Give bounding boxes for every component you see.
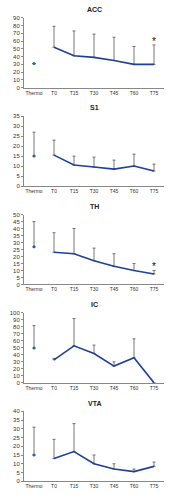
svg-text:T45: T45	[110, 483, 119, 489]
svg-text:ACC: ACC	[87, 6, 102, 13]
svg-text:35: 35	[13, 417, 20, 423]
svg-text:T75: T75	[150, 385, 159, 391]
svg-text:T60: T60	[130, 188, 139, 194]
svg-text:Thermo: Thermo	[25, 286, 42, 292]
svg-text:T0: T0	[51, 385, 57, 391]
svg-text:T30: T30	[90, 385, 99, 391]
svg-text:40: 40	[13, 226, 20, 232]
svg-text:70: 70	[13, 30, 20, 36]
svg-text:0: 0	[16, 183, 20, 189]
svg-text:T60: T60	[130, 385, 139, 391]
svg-text:30: 30	[13, 61, 20, 67]
svg-text:T15: T15	[70, 90, 79, 96]
svg-text:0: 0	[16, 478, 20, 484]
svg-text:80: 80	[13, 324, 20, 330]
svg-text:60: 60	[13, 338, 20, 344]
svg-text:T45: T45	[110, 286, 119, 292]
svg-text:T75: T75	[150, 286, 159, 292]
svg-text:30: 30	[13, 359, 20, 365]
svg-text:30: 30	[13, 240, 20, 246]
svg-text:50: 50	[13, 46, 20, 52]
svg-text:IC: IC	[91, 301, 98, 308]
svg-text:40: 40	[13, 408, 20, 414]
svg-text:10: 10	[13, 461, 20, 467]
svg-text:T30: T30	[90, 286, 99, 292]
svg-text:T75: T75	[150, 483, 159, 489]
svg-text:T0: T0	[51, 90, 57, 96]
svg-text:Thermo: Thermo	[25, 385, 42, 391]
svg-text:S1: S1	[90, 104, 99, 111]
svg-text:45: 45	[13, 219, 20, 225]
svg-text:15: 15	[13, 261, 20, 267]
svg-text:T30: T30	[90, 188, 99, 194]
svg-text:70: 70	[13, 331, 20, 337]
svg-text:*: *	[152, 36, 156, 47]
svg-text:T30: T30	[90, 90, 99, 96]
svg-text:Thermo: Thermo	[25, 188, 42, 194]
svg-text:T0: T0	[51, 483, 57, 489]
svg-text:T45: T45	[110, 188, 119, 194]
svg-text:40: 40	[13, 54, 20, 60]
svg-text:20: 20	[13, 143, 20, 149]
svg-text:60: 60	[13, 38, 20, 44]
svg-text:T15: T15	[70, 483, 79, 489]
svg-text:5: 5	[16, 470, 20, 476]
svg-text:30: 30	[13, 426, 20, 432]
svg-text:T0: T0	[51, 188, 57, 194]
svg-text:35: 35	[13, 233, 20, 239]
svg-text:*: *	[152, 261, 156, 272]
svg-text:100: 100	[10, 310, 21, 316]
svg-text:Thermo: Thermo	[25, 90, 42, 96]
svg-text:40: 40	[13, 352, 20, 358]
svg-text:T75: T75	[150, 188, 159, 194]
svg-text:90: 90	[13, 317, 20, 323]
svg-text:20: 20	[13, 254, 20, 260]
svg-text:T60: T60	[130, 90, 139, 96]
svg-text:10: 10	[13, 373, 20, 379]
svg-text:VTA: VTA	[88, 400, 101, 407]
svg-text:15: 15	[13, 153, 20, 159]
svg-text:5: 5	[16, 173, 20, 179]
svg-text:20: 20	[13, 69, 20, 75]
svg-text:T60: T60	[130, 286, 139, 292]
svg-text:25: 25	[13, 435, 20, 441]
svg-text:0: 0	[16, 282, 20, 288]
svg-text:5: 5	[16, 275, 20, 281]
svg-text:T15: T15	[70, 385, 79, 391]
svg-text:T15: T15	[70, 188, 79, 194]
svg-text:T0: T0	[51, 286, 57, 292]
svg-text:TH: TH	[90, 203, 99, 210]
svg-text:T75: T75	[150, 90, 159, 96]
svg-text:10: 10	[13, 163, 20, 169]
svg-text:T30: T30	[90, 483, 99, 489]
svg-text:0: 0	[16, 85, 20, 91]
svg-text:15: 15	[13, 452, 20, 458]
svg-text:10: 10	[13, 268, 20, 274]
svg-text:0: 0	[16, 380, 20, 386]
svg-text:20: 20	[13, 366, 20, 372]
svg-text:50: 50	[13, 212, 20, 218]
svg-text:T60: T60	[130, 483, 139, 489]
svg-text:T15: T15	[70, 286, 79, 292]
svg-text:25: 25	[13, 247, 20, 253]
svg-text:80: 80	[13, 23, 20, 29]
svg-text:10: 10	[13, 77, 20, 83]
svg-text:35: 35	[13, 113, 20, 119]
svg-text:30: 30	[13, 123, 20, 129]
svg-text:50: 50	[13, 345, 20, 351]
svg-text:Thermo: Thermo	[25, 483, 42, 489]
svg-text:25: 25	[13, 133, 20, 139]
svg-text:T45: T45	[110, 90, 119, 96]
svg-text:20: 20	[13, 443, 20, 449]
svg-text:T45: T45	[110, 385, 119, 391]
svg-text:90: 90	[13, 15, 20, 21]
